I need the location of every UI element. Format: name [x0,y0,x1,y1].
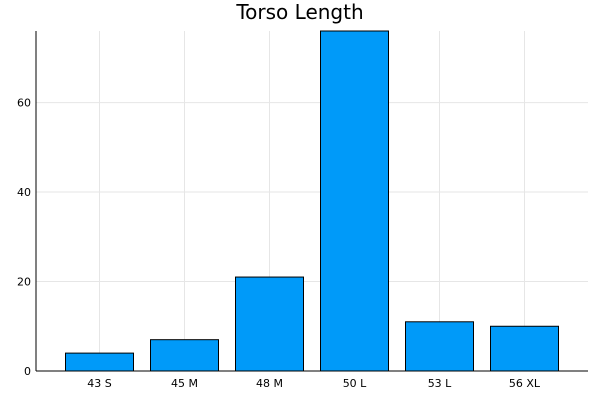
grid-layer [36,31,588,372]
bar [490,325,559,372]
bar [235,276,304,372]
ticks-layer: 0 20 40 60 43 S 45 M 48 M 50 L 53 L 56 XL [17,97,541,390]
x-tick-label: 50 L [343,377,367,390]
bar [405,321,474,372]
x-tick-label: 43 S [87,377,111,390]
y-tick-label: 20 [17,276,31,289]
x-tick-label: 53 L [428,377,452,390]
bars-layer [65,30,559,372]
bar [65,352,134,372]
y-tick-label: 60 [17,97,31,110]
x-tick-label: 48 M [256,377,283,390]
bar [320,30,389,372]
chart-title: Torso Length [235,0,363,24]
bar [150,339,219,372]
axes-layer [35,31,588,372]
y-tick-label: 40 [17,186,31,199]
y-tick-label: 0 [24,365,31,378]
x-tick-label: 45 M [171,377,198,390]
x-tick-label: 56 XL [509,377,541,390]
